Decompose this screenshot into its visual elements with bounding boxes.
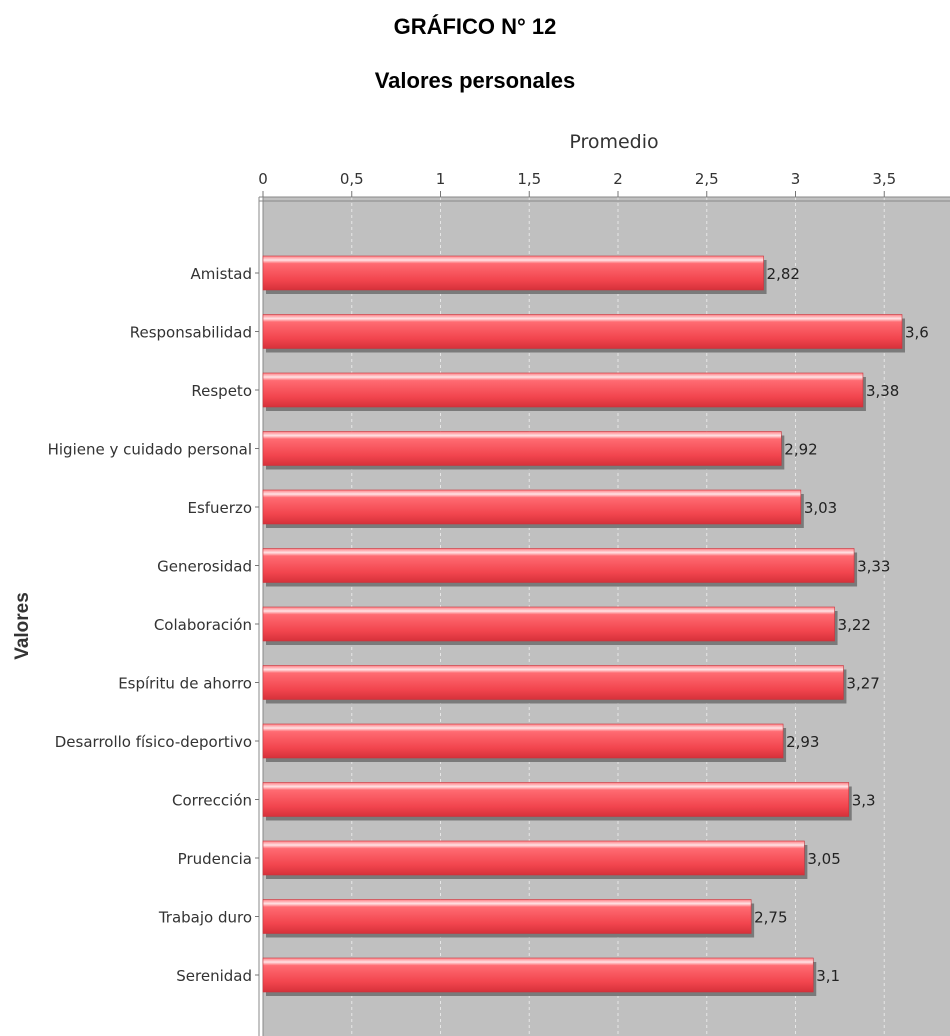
value-label: 3,05 xyxy=(807,850,840,868)
category-label: Serenidad xyxy=(176,967,252,985)
value-label: 2,92 xyxy=(784,441,817,459)
chart-subtitle: Valores personales xyxy=(374,68,576,93)
bar xyxy=(262,255,764,291)
x-tick-label: 0,5 xyxy=(340,170,364,188)
category-label: Responsabilidad xyxy=(130,324,252,342)
category-label: Desarrollo físico-deportivo xyxy=(55,733,252,751)
bar xyxy=(262,899,752,934)
value-label: 2,82 xyxy=(767,265,800,283)
category-label: Respeto xyxy=(191,382,252,400)
category-label: Esfuerzo xyxy=(187,499,252,517)
value-label: 3,1 xyxy=(816,967,840,985)
bar xyxy=(262,489,802,525)
category-label: Prudencia xyxy=(178,850,252,868)
category-label: Generosidad xyxy=(157,558,252,576)
bar xyxy=(262,548,855,583)
value-label: 3,38 xyxy=(866,382,899,400)
x-tick-label: 3,5 xyxy=(872,170,896,188)
x-tick-label: 1 xyxy=(436,170,446,188)
value-label: 3,22 xyxy=(838,616,871,634)
value-label: 3,3 xyxy=(852,792,876,810)
category-label: Espíritu de ahorro xyxy=(118,675,252,693)
x-tick-label: 2 xyxy=(613,170,623,188)
category-label: Trabajo duro xyxy=(158,909,252,927)
bar xyxy=(262,431,782,466)
category-label: Corrección xyxy=(172,792,252,810)
category-label: Higiene y cuidado personal xyxy=(48,441,252,459)
value-label: 3,03 xyxy=(804,499,837,517)
category-label: Colaboración xyxy=(154,616,252,634)
value-label: 3,6 xyxy=(905,324,929,342)
x-tick-label: 0 xyxy=(258,170,268,188)
value-label: 3,33 xyxy=(857,558,890,576)
bar xyxy=(262,665,844,700)
bar xyxy=(262,782,850,817)
value-label: 3,27 xyxy=(846,675,879,693)
x-tick-label: 1,5 xyxy=(517,170,541,188)
bar xyxy=(262,957,814,993)
value-label: 2,75 xyxy=(754,909,787,927)
bar xyxy=(262,723,784,759)
bar xyxy=(262,372,864,408)
bar xyxy=(262,840,805,876)
value-label: 2,93 xyxy=(786,733,819,751)
bar xyxy=(262,314,903,349)
y-axis-title: Valores xyxy=(12,592,33,660)
x-tick-label: 2,5 xyxy=(695,170,719,188)
chart-title: GRÁFICO N° 12 xyxy=(393,14,557,39)
x-tick-label: 3 xyxy=(791,170,801,188)
category-label: Amistad xyxy=(191,265,252,283)
bar xyxy=(262,606,835,642)
x-axis-title: Promedio xyxy=(569,131,658,153)
